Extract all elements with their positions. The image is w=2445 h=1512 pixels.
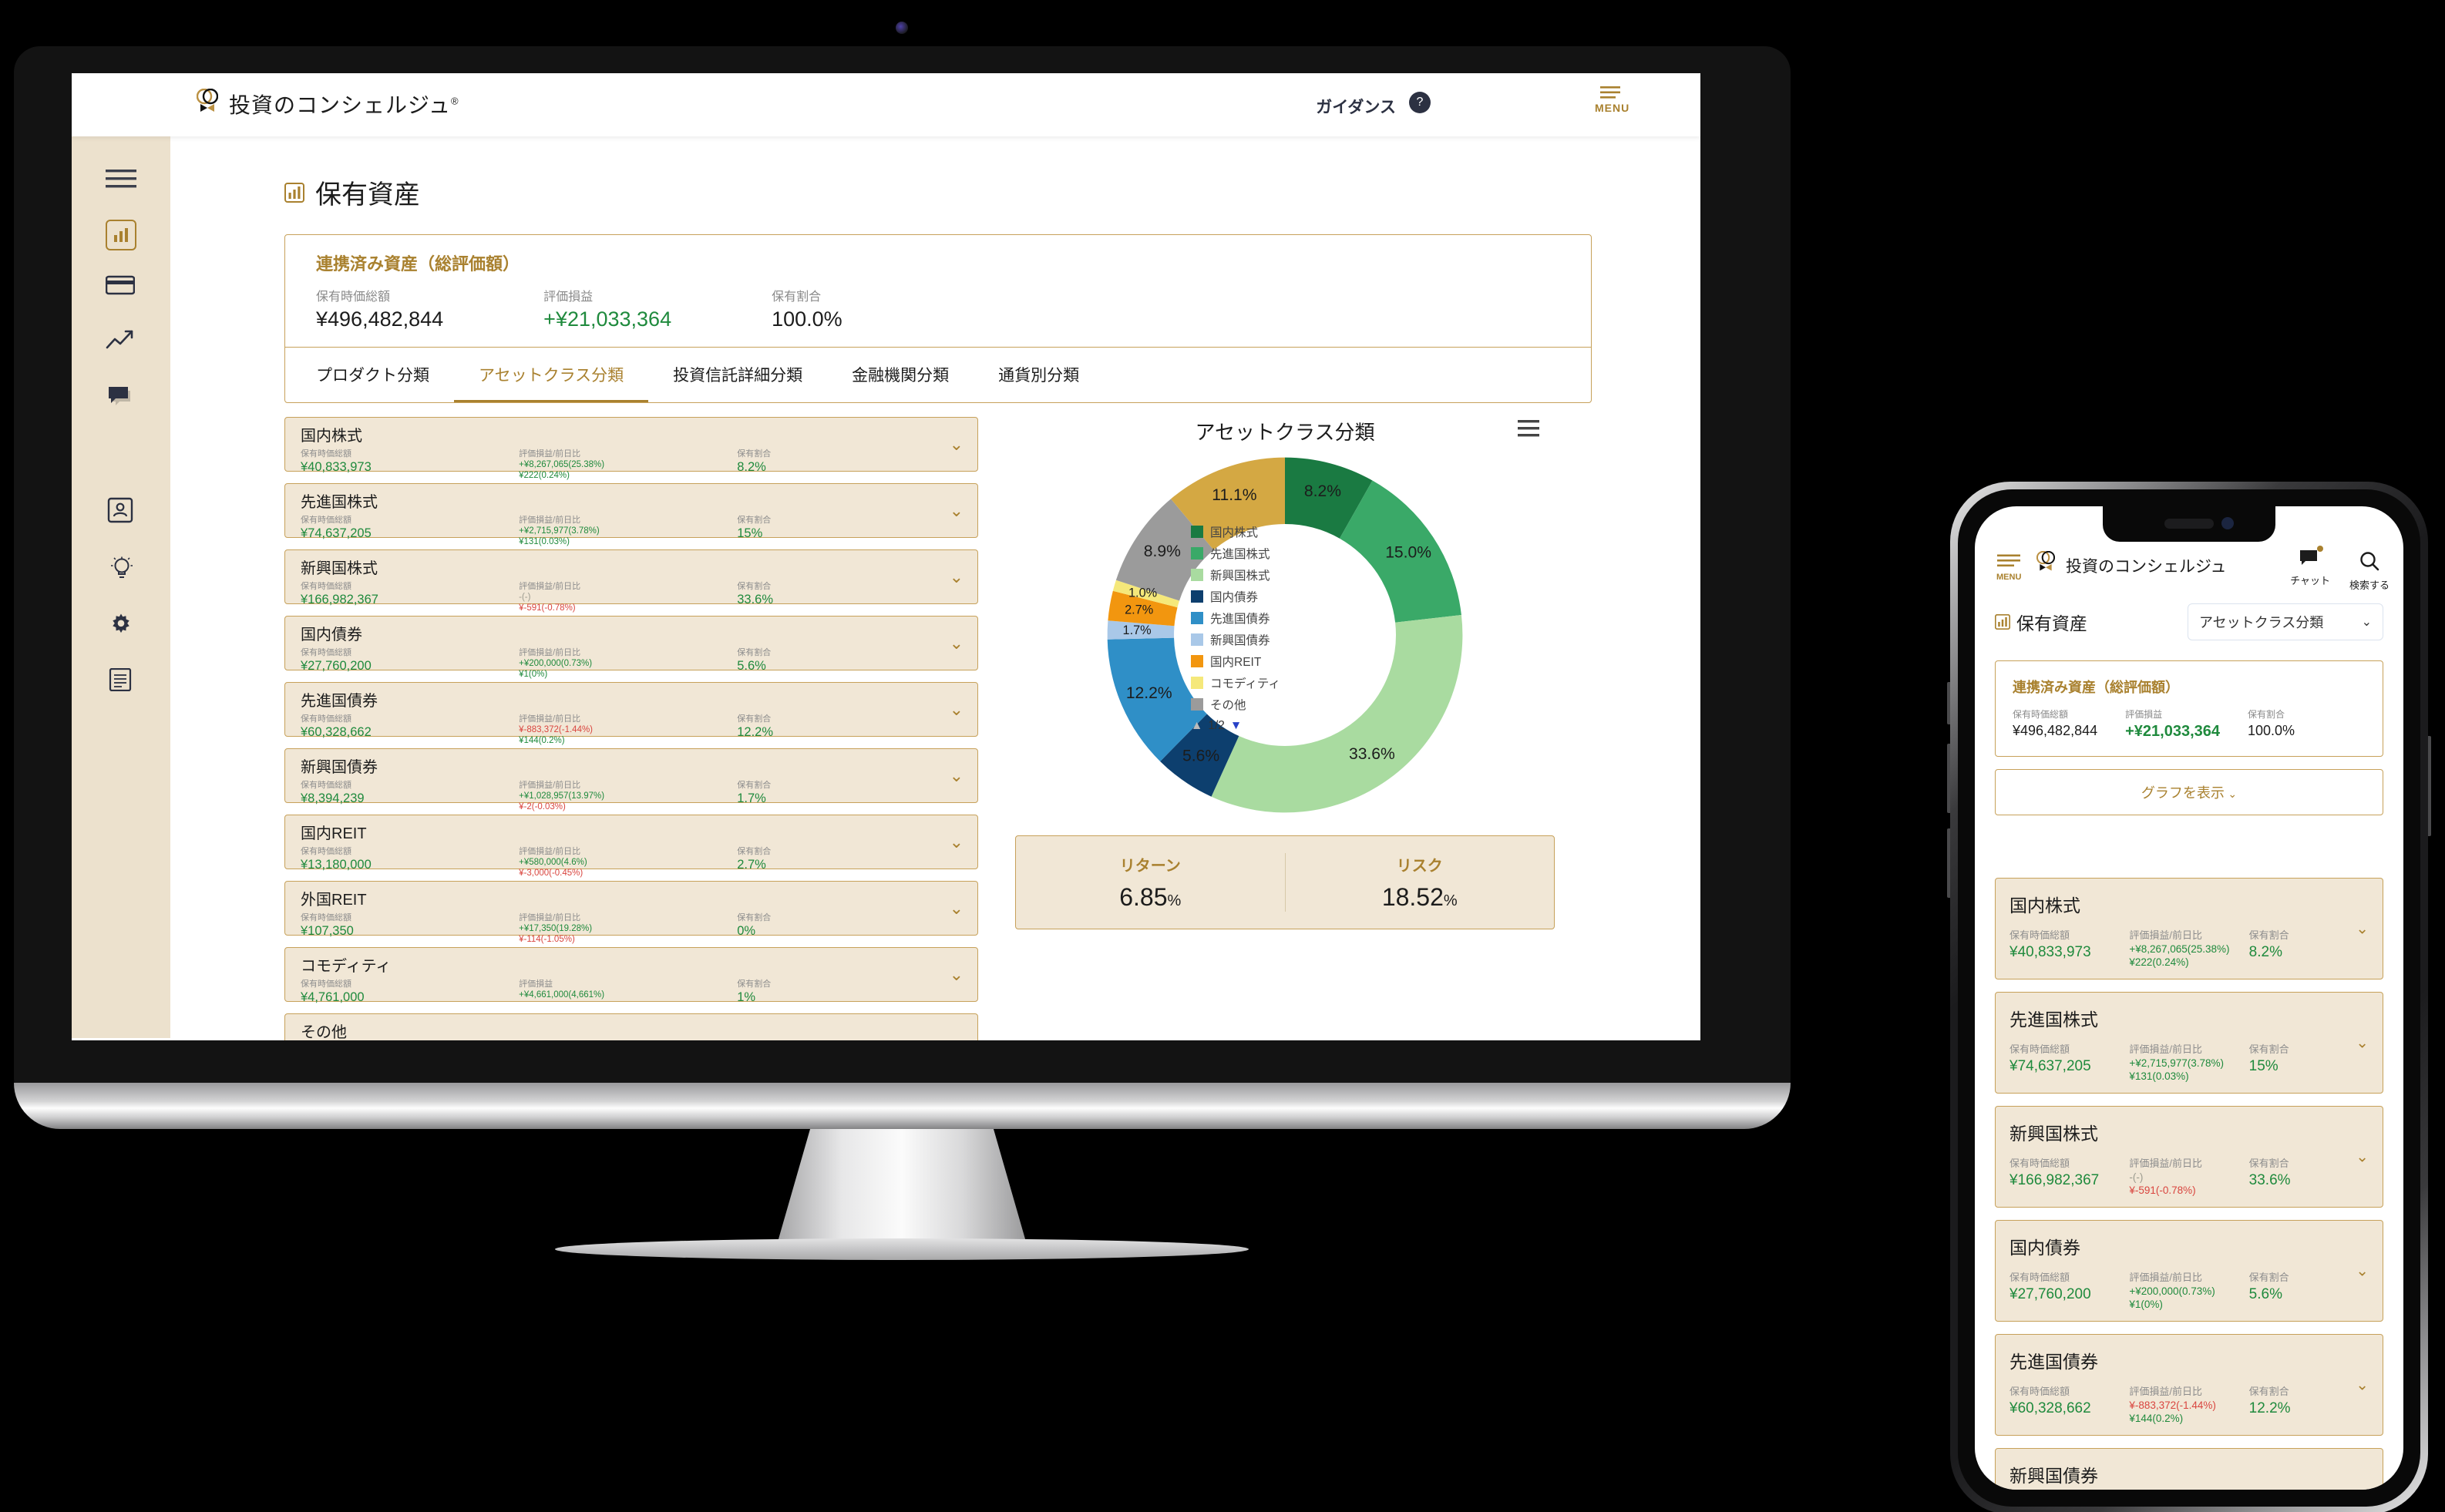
svg-text:1.0%: 1.0%: [1128, 586, 1157, 600]
svg-text:1.7%: 1.7%: [1123, 623, 1152, 637]
svg-text:8.2%: 8.2%: [1304, 482, 1341, 500]
svg-text:12.2%: 12.2%: [1126, 684, 1172, 702]
svg-text:8.9%: 8.9%: [1144, 543, 1181, 560]
svg-text:15.0%: 15.0%: [1385, 544, 1431, 562]
svg-text:11.1%: 11.1%: [1212, 486, 1257, 504]
svg-text:5.6%: 5.6%: [1182, 748, 1219, 765]
svg-text:33.6%: 33.6%: [1349, 745, 1395, 763]
svg-text:2.7%: 2.7%: [1125, 603, 1153, 617]
